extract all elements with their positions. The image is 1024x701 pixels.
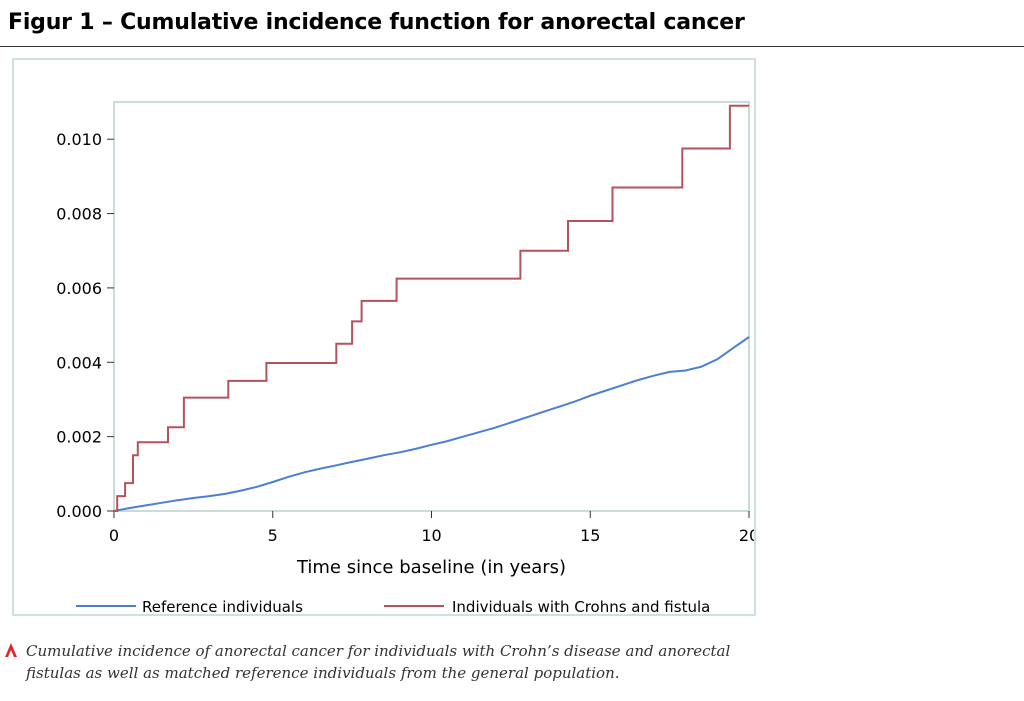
y-tick-label: 0.006 bbox=[56, 279, 102, 298]
x-tick-label: 15 bbox=[580, 526, 600, 545]
y-tick-label: 0.000 bbox=[56, 502, 102, 521]
x-axis-label: Time since baseline (in years) bbox=[296, 557, 566, 578]
y-tick-label: 0.002 bbox=[56, 428, 102, 447]
x-tick-label: 0 bbox=[109, 526, 119, 545]
title-divider bbox=[0, 46, 1024, 47]
x-tick-label: 10 bbox=[421, 526, 441, 545]
y-tick-label: 0.010 bbox=[56, 130, 102, 149]
cumulative-incidence-chart: 0.000 0.002 0.004 0.006 0.008 0.010 0 5 10 15 20 Ti… bbox=[56, 101, 754, 614]
series-line-reference bbox=[113, 336, 750, 512]
caption-marker-icon bbox=[5, 643, 17, 657]
chart-frame: 0.000 0.002 0.004 0.006 0.008 0.010 0 5 10 15 20 Ti… bbox=[12, 58, 756, 616]
plot-area bbox=[113, 101, 750, 512]
y-tick-label: 0.004 bbox=[56, 353, 102, 372]
x-tick-label: 5 bbox=[268, 526, 278, 545]
figure-title: Figur 1 – Cumulative incidence function … bbox=[8, 10, 745, 35]
figure-caption: Cumulative incidence of anorectal cancer… bbox=[26, 642, 731, 682]
legend-label: Individuals with Crohns and fistula bbox=[452, 598, 710, 614]
legend-label: Reference individuals bbox=[142, 598, 303, 614]
x-tick-label: 20 bbox=[739, 526, 754, 545]
series-line-crohns bbox=[114, 104, 749, 512]
y-tick-label: 0.008 bbox=[56, 205, 102, 224]
